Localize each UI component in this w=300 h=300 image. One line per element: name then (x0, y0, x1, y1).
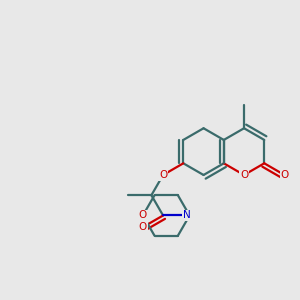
Text: O: O (139, 211, 147, 220)
Text: O: O (159, 170, 167, 180)
Text: N: N (183, 211, 190, 220)
Text: O: O (280, 170, 289, 180)
Text: O: O (240, 170, 248, 180)
Text: N: N (183, 211, 190, 220)
Text: O: O (139, 222, 147, 232)
